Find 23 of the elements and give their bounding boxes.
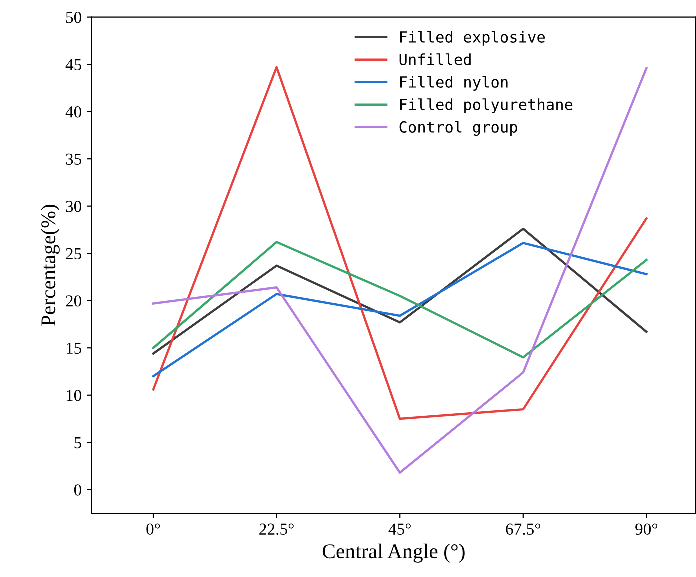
y-tick-label: 25 — [66, 248, 82, 260]
y-tick-label: 50 — [66, 12, 82, 24]
y-tick-label: 35 — [66, 154, 82, 166]
legend-label: Filled explosive — [400, 31, 546, 46]
legend-label: Filled nylon — [400, 76, 508, 91]
y-tick-label: 10 — [66, 390, 82, 402]
legend-label: Filled polyurethane — [400, 98, 573, 114]
y-tick-label: 15 — [66, 342, 82, 354]
x-tick-label: 22.5° — [260, 524, 294, 536]
y-tick-label: 30 — [66, 201, 82, 212]
legend-label: Control group — [400, 121, 518, 136]
x-tick-label: 90° — [636, 524, 658, 535]
y-tick-label: 5 — [74, 438, 82, 449]
x-tick-label: 67.5° — [506, 524, 540, 536]
y-tick-label: 45 — [66, 59, 82, 71]
y-tick-label: 40 — [66, 106, 82, 118]
y-tick-label: 20 — [66, 296, 82, 307]
legend-label: Unfilled — [400, 54, 471, 66]
x-axis-title: Central Angle (°) — [322, 544, 465, 563]
x-tick-label: 45° — [388, 524, 411, 535]
y-axis-title: Percentage(%) — [40, 205, 60, 326]
x-tick-label: 0° — [146, 524, 160, 535]
y-tick-label: 0 — [74, 484, 82, 496]
